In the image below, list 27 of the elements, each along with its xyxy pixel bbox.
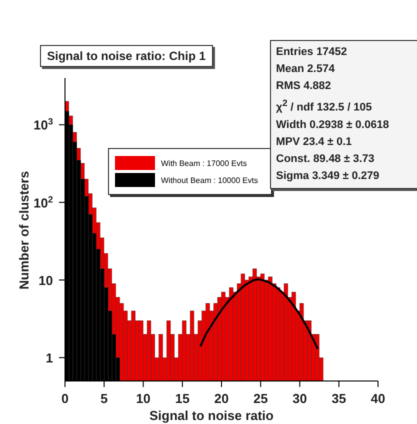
annotation: RMS 4.882 (276, 79, 332, 94)
chart-title: Signal to noise ratio: Chip 1 (40, 45, 213, 67)
annotation: Const. 89.48 ± 3.73 (276, 152, 376, 167)
x-tick-label: 25 (253, 391, 268, 406)
annotation: Width 0.2938 ± 0.0618 (276, 118, 390, 133)
annotation: MPV 23.4 ± 0.1 (276, 134, 353, 150)
x-tick-label: 10 (136, 391, 150, 406)
text: Entries 17452 (276, 45, 348, 60)
x-tick-label: 15 (175, 391, 190, 406)
legend-label: With Beam : 17000 Evts (161, 158, 247, 168)
y-tick-label: 10$^{2}$ (33, 194, 53, 210)
x-tick-label: 35 (332, 391, 346, 406)
x-tick-label: 40 (370, 391, 386, 406)
x-axis-title: Signal to noise ratio (149, 408, 274, 423)
y-axis-title: Number of clusters (16, 171, 32, 290)
line-series (199, 278, 319, 350)
x-tick-label: 30 (292, 391, 307, 406)
x-tick-label: 5 (100, 391, 108, 406)
x-tick-label: 0 (61, 391, 69, 406)
y-tick-label: 10 (38, 273, 53, 288)
annotation: χ$^{2}$ / ndf 132.5 / 105 (276, 97, 373, 116)
y-tick-label: 1 (46, 350, 53, 366)
text: Mean 2.574 (276, 62, 336, 77)
y-tick-label: 10$^{3}$ (33, 116, 53, 133)
x-tick-label: 20 (214, 391, 229, 406)
annotation: Sigma 3.349 ± 0.279 (276, 168, 380, 184)
legend-label: Without Beam : 10000 Evts (161, 176, 258, 184)
